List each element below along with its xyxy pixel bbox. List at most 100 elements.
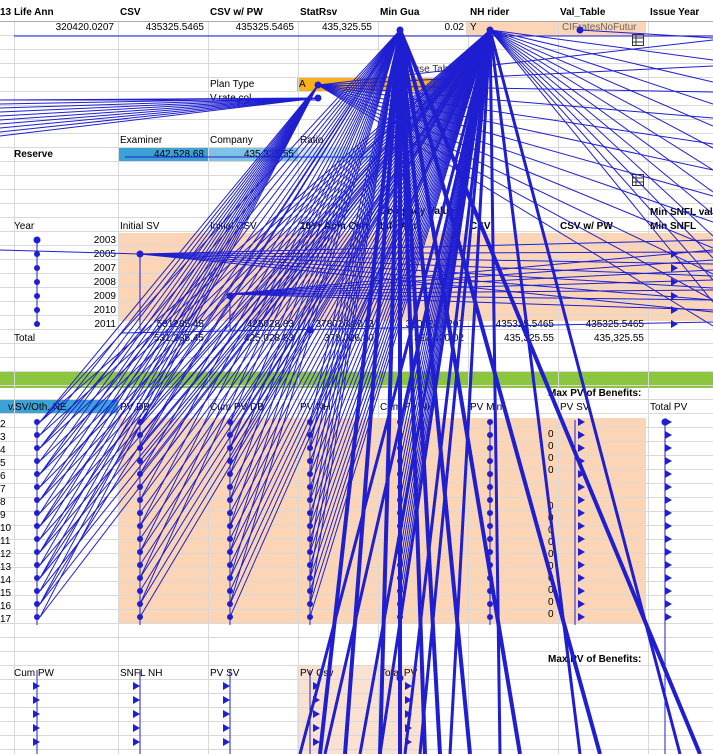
trace-arrow-head <box>578 574 585 582</box>
trace-arrow-line <box>121 321 713 334</box>
t2-header-vsv: v.SV/Oth. NE <box>8 402 67 413</box>
t2-pv-min-zero[interactable]: 0 <box>548 441 554 452</box>
t2-pv-min-zero[interactable]: 0 <box>548 561 554 572</box>
trace-arrow-line <box>317 84 713 119</box>
trace-arrow-dot <box>137 471 143 477</box>
t2-row-number: 12 <box>0 549 12 560</box>
t2-pv-min-zero[interactable]: 0 <box>548 537 554 548</box>
grid-row-line <box>0 735 713 736</box>
value-life-ann[interactable]: 320420.0207 <box>55 22 114 33</box>
trace-arrow-line <box>489 29 713 61</box>
t1-total-initial-csv[interactable]: 425,028.83 <box>243 333 294 344</box>
plan-type-value[interactable]: A <box>299 79 306 90</box>
t1-year-cell[interactable]: 2005 <box>93 249 116 260</box>
trace-arrow-dot <box>34 432 40 438</box>
trace-arrow-dot <box>227 575 233 581</box>
trace-arrow-dot <box>226 292 234 300</box>
t1-year-cell[interactable]: 2008 <box>93 277 116 288</box>
trace-arrow-line <box>229 289 713 295</box>
t1-2011-csv-pw[interactable]: 435325.5465 <box>585 319 644 330</box>
trace-arrow-line <box>398 29 472 754</box>
trace-arrow-dot <box>397 510 403 516</box>
t2-pv-min-zero[interactable]: 0 <box>548 609 554 620</box>
t1-total-csv-pw[interactable]: 435,325.55 <box>593 333 644 344</box>
header-stat-rsv[interactable]: StatRsv <box>300 7 338 18</box>
trace-arrow-line <box>359 29 491 158</box>
trace-arrow-head <box>671 278 678 286</box>
trace-arrow-dot <box>34 549 40 555</box>
t1-year-cell[interactable]: 2007 <box>93 263 116 274</box>
t2-row-number: 2 <box>0 419 6 430</box>
grid-row-line <box>0 567 713 568</box>
grid-row-line <box>0 511 713 512</box>
trace-arrow-head <box>665 496 672 504</box>
grid-row-line <box>0 707 713 708</box>
t1-2011-csv[interactable]: 435325.5465 <box>495 319 554 330</box>
trace-arrow-line <box>229 29 491 488</box>
trace-arrow-line <box>39 84 319 527</box>
header-issue-year[interactable]: Issue Year <box>650 7 700 18</box>
trace-arrow-head <box>665 574 672 582</box>
header-nh-rider[interactable]: NH rider <box>470 7 510 18</box>
value-min-gua[interactable]: 0.02 <box>444 22 464 33</box>
t2-pv-min-zero[interactable]: 0 <box>548 501 554 512</box>
grid-row-line <box>0 133 713 134</box>
t3-header-pv-sv: PV SV <box>210 668 240 679</box>
trace-arrow-line <box>229 259 713 295</box>
trace-arrow-dot <box>307 484 313 490</box>
header-val-table[interactable]: Val_Table <box>560 7 606 18</box>
trace-arrow-line <box>0 97 319 117</box>
value-val-table[interactable]: CIFratesNoFutur <box>562 22 637 33</box>
header-csv[interactable]: CSV <box>120 7 141 18</box>
t1-year-cell[interactable]: 2010 <box>93 305 116 316</box>
trace-arrow-line <box>229 29 491 579</box>
t2-max-pv-label: Max PV of Benefits: <box>548 388 642 399</box>
t2-pv-min-zero[interactable]: 0 <box>548 453 554 464</box>
examiner-value[interactable]: 442,528.68 <box>153 149 204 160</box>
trace-arrow-dot <box>137 614 143 620</box>
trace-arrow-line <box>39 84 319 462</box>
ratio-label: Ratio <box>300 135 324 146</box>
trace-arrow-head <box>665 431 672 439</box>
value-csv-pw[interactable]: 435325.5465 <box>235 22 294 33</box>
trace-arrow-dot <box>487 484 493 490</box>
trace-arrow-dot <box>137 510 143 516</box>
trace-arrow-dot <box>307 419 313 425</box>
trace-arrow-dot <box>307 562 313 568</box>
value-csv[interactable]: 435325.5465 <box>145 22 204 33</box>
t1-2011-initial-sv[interactable]: 531285.45 <box>156 319 204 330</box>
trace-arrow-line <box>298 29 492 754</box>
trace-arrow-line <box>229 29 491 553</box>
grid-row-line <box>0 553 713 554</box>
trace-arrow-dot <box>34 321 40 327</box>
trace-arrow-dot <box>137 588 143 594</box>
value-stat-rsv[interactable]: 435,325.55 <box>321 22 372 33</box>
t1-year-cell[interactable]: 2011 <box>94 319 116 330</box>
t2-pv-min-zero[interactable]: 0 <box>548 585 554 596</box>
trace-arrow-head <box>578 600 585 608</box>
t2-pv-min-zero[interactable]: 0 <box>548 597 554 608</box>
t2-pv-min-zero[interactable]: 0 <box>548 549 554 560</box>
header-min-gua[interactable]: Min Gua <box>380 7 420 18</box>
trace-arrow-head <box>671 306 678 314</box>
value-nh-flag[interactable]: Y <box>470 22 477 33</box>
trace-arrow-head <box>665 522 672 530</box>
header-life-ann[interactable]: Life Ann <box>14 7 54 18</box>
t1-year-cell[interactable]: 2009 <box>93 291 116 302</box>
trace-arrow-dot <box>307 588 313 594</box>
t2-pv-min-zero[interactable]: 0 <box>548 429 554 440</box>
trace-arrow-dot <box>34 614 40 620</box>
header-csv-pw[interactable]: CSV w/ PW <box>210 7 263 18</box>
t2-pv-min-zero[interactable]: 0 <box>548 465 554 476</box>
grid-row-line <box>0 497 713 498</box>
trace-arrow-line <box>139 253 713 289</box>
company-value[interactable]: 435,325.55 <box>243 149 294 160</box>
trace-arrow-line <box>229 249 713 295</box>
t1-2011-acm-cert[interactable]: 378026.8013 <box>315 319 374 330</box>
trace-arrow-line <box>488 29 582 754</box>
t1-year-cell[interactable]: 2003 <box>93 235 116 246</box>
grid-col-line <box>558 0 559 754</box>
trace-arrow-head <box>671 264 678 272</box>
t1-header-acm-cert: 10Yr Acm Cert <box>300 221 369 232</box>
